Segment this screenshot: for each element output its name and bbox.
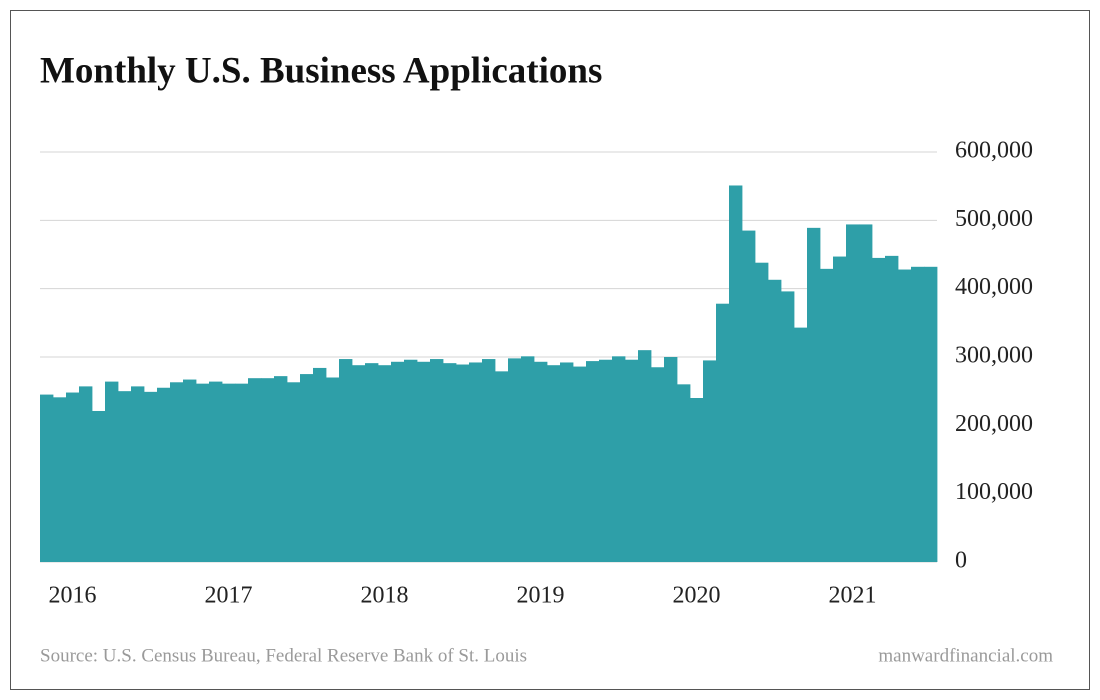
bar [586, 361, 600, 562]
bar [742, 230, 756, 563]
bar [820, 268, 834, 562]
bar [885, 255, 899, 562]
y-tick-label: 500,000 [955, 206, 1033, 232]
bar [326, 377, 340, 562]
bar [833, 256, 847, 562]
bar [781, 291, 795, 562]
bar [625, 359, 639, 562]
bar [79, 386, 93, 562]
bar [352, 365, 366, 562]
x-tick-label: 2021 [829, 583, 877, 609]
x-tick-label: 2018 [361, 583, 409, 609]
x-tick-label: 2017 [205, 583, 253, 609]
bar [651, 367, 665, 562]
bar [911, 266, 925, 562]
bar [378, 365, 392, 562]
bar [664, 357, 678, 562]
bar [599, 359, 613, 562]
bar [846, 224, 860, 562]
source-note: Source: U.S. Census Bureau, Federal Rese… [40, 645, 527, 666]
y-tick-label: 400,000 [955, 274, 1033, 300]
bar [456, 364, 470, 562]
bar [521, 356, 535, 562]
bar [560, 362, 574, 562]
bar [339, 359, 353, 562]
chart-title: Monthly U.S. Business Applications [40, 50, 602, 91]
bar [417, 361, 431, 562]
bar [508, 358, 522, 562]
bar [755, 262, 769, 562]
bar [170, 382, 184, 562]
bar [859, 224, 873, 562]
y-tick-label: 600,000 [955, 138, 1033, 164]
bar [690, 398, 704, 562]
bar [612, 356, 626, 562]
bar [495, 371, 509, 562]
bar [235, 383, 249, 562]
bar [222, 383, 236, 562]
bar [365, 363, 379, 562]
bar [729, 185, 743, 562]
y-tick-label: 200,000 [955, 411, 1033, 437]
bar [196, 383, 210, 562]
bar [300, 374, 314, 562]
bar [716, 303, 730, 562]
website: manwardfinancial.com [878, 645, 1053, 666]
y-tick-label: 300,000 [955, 343, 1033, 369]
bar [794, 327, 808, 562]
bar [53, 397, 67, 562]
y-tick-label: 100,000 [955, 479, 1033, 505]
bar [898, 269, 912, 562]
x-tick-label: 2016 [49, 583, 97, 609]
bar [66, 392, 80, 562]
bar [924, 266, 938, 562]
bar [183, 379, 197, 562]
bar [105, 381, 119, 562]
bar [261, 378, 275, 562]
x-tick-label: 2019 [517, 583, 565, 609]
bar [638, 350, 652, 562]
bar [872, 257, 886, 562]
bar [40, 394, 54, 562]
bar [482, 359, 496, 562]
x-tick-label: 2020 [673, 583, 721, 609]
bar [404, 359, 418, 562]
bar [547, 365, 561, 562]
bar [469, 362, 483, 562]
bar [209, 381, 223, 562]
bar [274, 376, 288, 562]
bar [430, 359, 444, 562]
bar [313, 367, 327, 562]
y-tick-label: 0 [955, 548, 967, 574]
bar [131, 386, 145, 562]
bar [807, 227, 821, 562]
bar [92, 410, 106, 562]
bar [248, 378, 262, 562]
bar [287, 382, 301, 562]
bar [443, 363, 457, 562]
bar [534, 361, 548, 562]
bar [118, 391, 132, 562]
bar [768, 279, 782, 562]
bar [677, 384, 691, 562]
bar [144, 391, 158, 562]
bar [573, 366, 587, 562]
bar [157, 387, 171, 562]
bar [391, 361, 405, 562]
bar [703, 360, 717, 562]
